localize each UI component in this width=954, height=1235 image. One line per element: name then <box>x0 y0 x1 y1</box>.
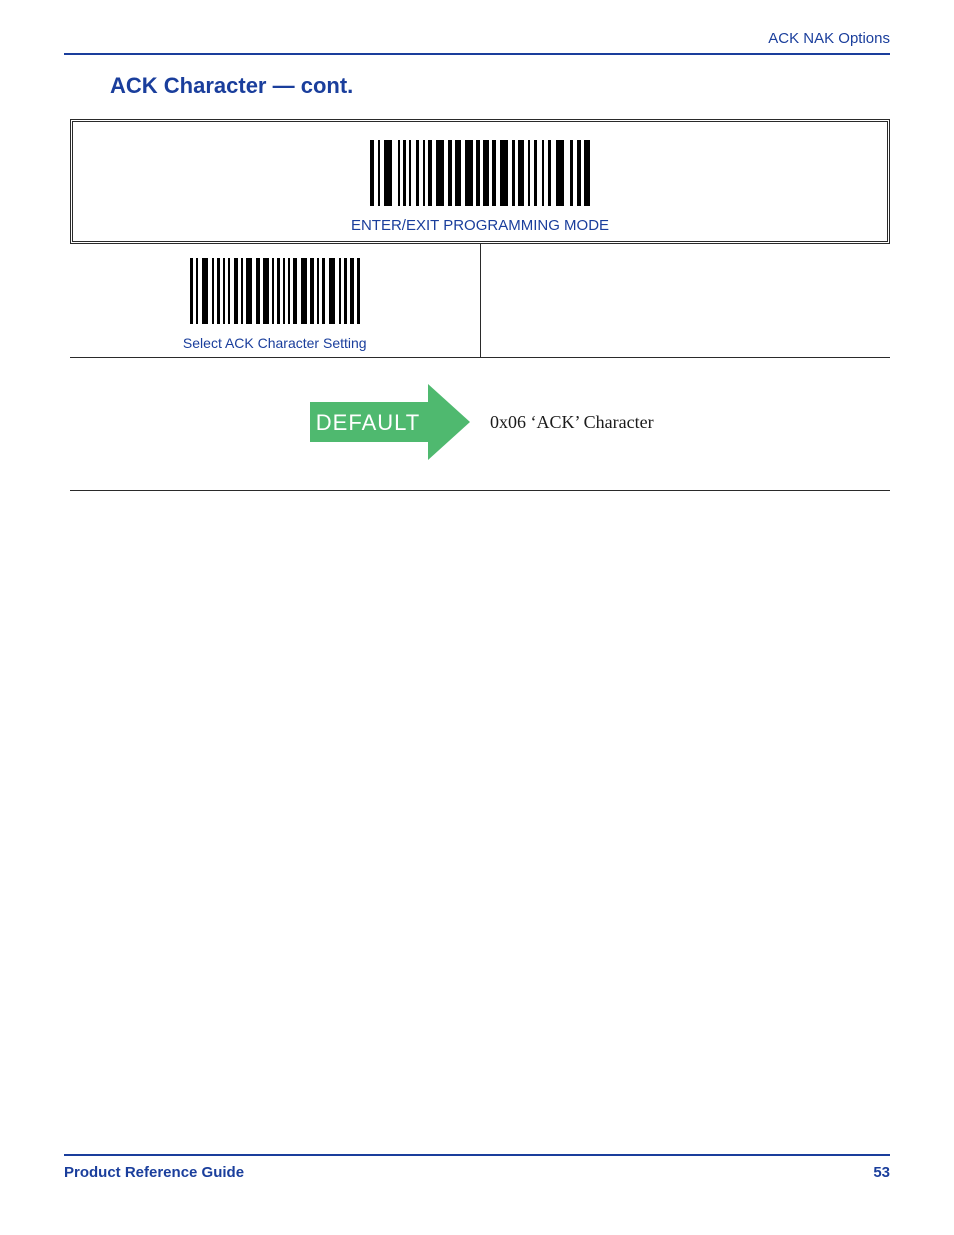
page-footer: Product Reference Guide 53 <box>64 1154 890 1181</box>
enter-exit-box: ENTER/EXIT PROGRAMMING MODE <box>70 119 890 244</box>
default-value: 0x06 ‘ACK’ Character <box>476 412 890 433</box>
default-arrow-cell: DEFAULT <box>70 384 476 460</box>
header-link-text: ACK NAK Options <box>768 30 890 47</box>
header-rule <box>64 53 890 55</box>
footer-rule <box>64 1154 890 1156</box>
default-row: DEFAULT 0x06 ‘ACK’ Character <box>70 358 890 491</box>
enter-exit-barcode: ENTER/EXIT PROGRAMMING MODE <box>351 140 609 234</box>
enter-exit-caption: ENTER/EXIT PROGRAMMING MODE <box>351 217 609 234</box>
select-ack-barcode: Select ACK Character Setting <box>183 258 367 351</box>
barcode-icon <box>370 140 590 212</box>
footer-page-number: 53 <box>873 1164 890 1181</box>
header-section-link: ACK NAK Options <box>64 30 890 47</box>
select-ack-caption: Select ACK Character Setting <box>183 335 367 351</box>
barcode-icon <box>190 258 360 330</box>
option-right-cell <box>481 244 891 357</box>
footer-guide: Product Reference Guide <box>64 1164 244 1181</box>
section-title: ACK Character — cont. <box>110 73 890 99</box>
default-arrow-icon: DEFAULT <box>310 384 470 460</box>
default-arrow-label: DEFAULT <box>316 410 420 435</box>
option-left-cell: Select ACK Character Setting <box>70 244 481 357</box>
option-row: Select ACK Character Setting <box>70 244 890 358</box>
